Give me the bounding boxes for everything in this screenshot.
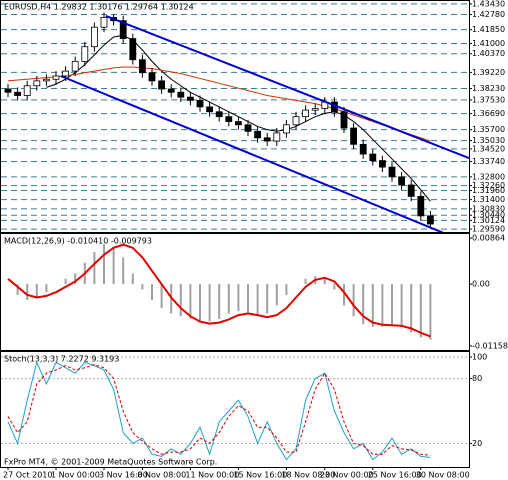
candle-body: [282, 124, 290, 134]
y-tick-label: 1.42780: [472, 10, 505, 19]
y-tick-label: 1.43430: [472, 0, 505, 8]
y-tick-label: 1.29590: [472, 225, 505, 234]
y-tick-label: 1.38230: [472, 84, 505, 93]
candle-body: [378, 160, 386, 168]
stoch-panel: [0, 351, 470, 468]
y-tick-label: 1.39220: [472, 68, 505, 77]
candle-body: [369, 153, 377, 161]
candle-body: [158, 80, 166, 90]
candle-body: [91, 26, 98, 48]
candle-body: [407, 184, 415, 197]
candle-body: [234, 121, 242, 126]
candle-body: [311, 108, 319, 111]
y-tick-label: 1.40370: [472, 49, 505, 58]
y-tick-label: 0.00: [472, 280, 490, 289]
indicator-line: [7, 243, 431, 338]
candle-body: [186, 96, 194, 101]
candle-body: [33, 80, 41, 87]
y-tick-label: 80: [472, 374, 482, 383]
candle-body: [417, 195, 425, 217]
candle-body: [350, 127, 358, 145]
y-tick-label: 1.30830: [472, 204, 505, 213]
x-tick-label: 11 Nov 00:00: [185, 471, 239, 480]
y-tick-label: 0.00864: [472, 234, 505, 243]
candle-body: [398, 176, 406, 186]
x-tick-label: 27 Oct 2010: [3, 471, 52, 480]
x-tick-label: 23 Nov 00:00: [320, 471, 374, 480]
indicator-line: [7, 66, 431, 142]
candle-body: [302, 109, 310, 118]
candle-body: [263, 137, 271, 142]
x-tick-label: 15 Nov 16:00: [233, 471, 287, 480]
price-panel: [0, 0, 470, 233]
stoch-plot: [1, 356, 469, 461]
candle-body: [4, 88, 12, 93]
candle-body: [359, 143, 367, 155]
candle-body: [388, 166, 396, 178]
chart-title: EURUSD,H4 1.29832 1.30176 1.29764 1.3012…: [4, 3, 194, 12]
y-tick-label: 1.34520: [472, 144, 505, 153]
macd-title: MACD(12,26,9) -0.010410 -0.009793: [4, 237, 152, 246]
candle-body: [215, 111, 223, 118]
macd-plot: [7, 243, 432, 340]
candle-body: [340, 111, 348, 129]
y-tick-label: 1.36690: [472, 109, 505, 118]
candle-body: [23, 85, 31, 96]
x-tick-label: 3 Nov 16:00: [99, 471, 148, 480]
candle-body: [426, 215, 434, 225]
candle-body: [225, 116, 233, 122]
candle-body: [119, 20, 127, 39]
y-tick-label: 1.32800: [472, 172, 505, 181]
candle-body: [273, 132, 281, 142]
candle-body: [81, 46, 89, 62]
channel-line: [105, 15, 469, 160]
candle-body: [43, 78, 50, 82]
channel-line: [60, 75, 444, 232]
candle-body: [167, 88, 175, 93]
candle-body: [129, 38, 137, 61]
candle-body: [71, 60, 79, 72]
y-tick-label: 1.33740: [472, 157, 505, 166]
y-tick-label: 1.31960: [472, 186, 505, 195]
candle-body: [100, 17, 108, 28]
x-tick-label: 8 Nov 08:00: [137, 471, 186, 480]
y-tick-label: 1.30124: [472, 216, 505, 225]
copyright: FxPro MT4, © 2001-2009 MetaQuotes Softwa…: [4, 458, 217, 467]
y-tick-label: 1.37530: [472, 95, 505, 104]
candle-body: [292, 116, 300, 126]
y-tick-label: 1.35700: [472, 125, 505, 134]
candle-body: [148, 72, 156, 82]
y-tick-label: -0.01158: [472, 341, 508, 350]
x-tick-label: 25 Nov 16:00: [368, 471, 422, 480]
price-plot: [1, 3, 469, 232]
x-tick-label: 30 Nov 08:00: [416, 471, 470, 480]
candle-body: [138, 59, 146, 74]
candle-body: [196, 99, 204, 108]
candle-body: [254, 130, 262, 139]
candle-body: [52, 75, 60, 80]
y-tick-label: 1.30440: [472, 211, 505, 220]
candle-body: [62, 70, 69, 77]
y-tick-label: 1.41000: [472, 39, 505, 48]
y-tick-label: 1.35030: [472, 136, 505, 145]
y-tick-label: 100: [472, 352, 487, 361]
y-tick-label: 1.41850: [472, 25, 505, 34]
candle-body: [177, 91, 185, 98]
indicator-line: [7, 364, 431, 456]
y-tick-label: 1.32260: [472, 181, 505, 190]
y-tick-label: 20: [472, 439, 482, 448]
candle-body: [206, 106, 214, 113]
candle-body: [14, 91, 22, 96]
x-tick-label: 1 Nov 00:00: [51, 471, 100, 480]
y-tick-label: 1.31400: [472, 195, 505, 204]
macd-panel: [0, 233, 470, 351]
stoch-title: Stoch(13,3,3) 7.2272 9.3193: [4, 355, 119, 364]
candle-body: [244, 124, 252, 132]
x-tick-label: 18 Nov 08:00: [281, 471, 335, 480]
